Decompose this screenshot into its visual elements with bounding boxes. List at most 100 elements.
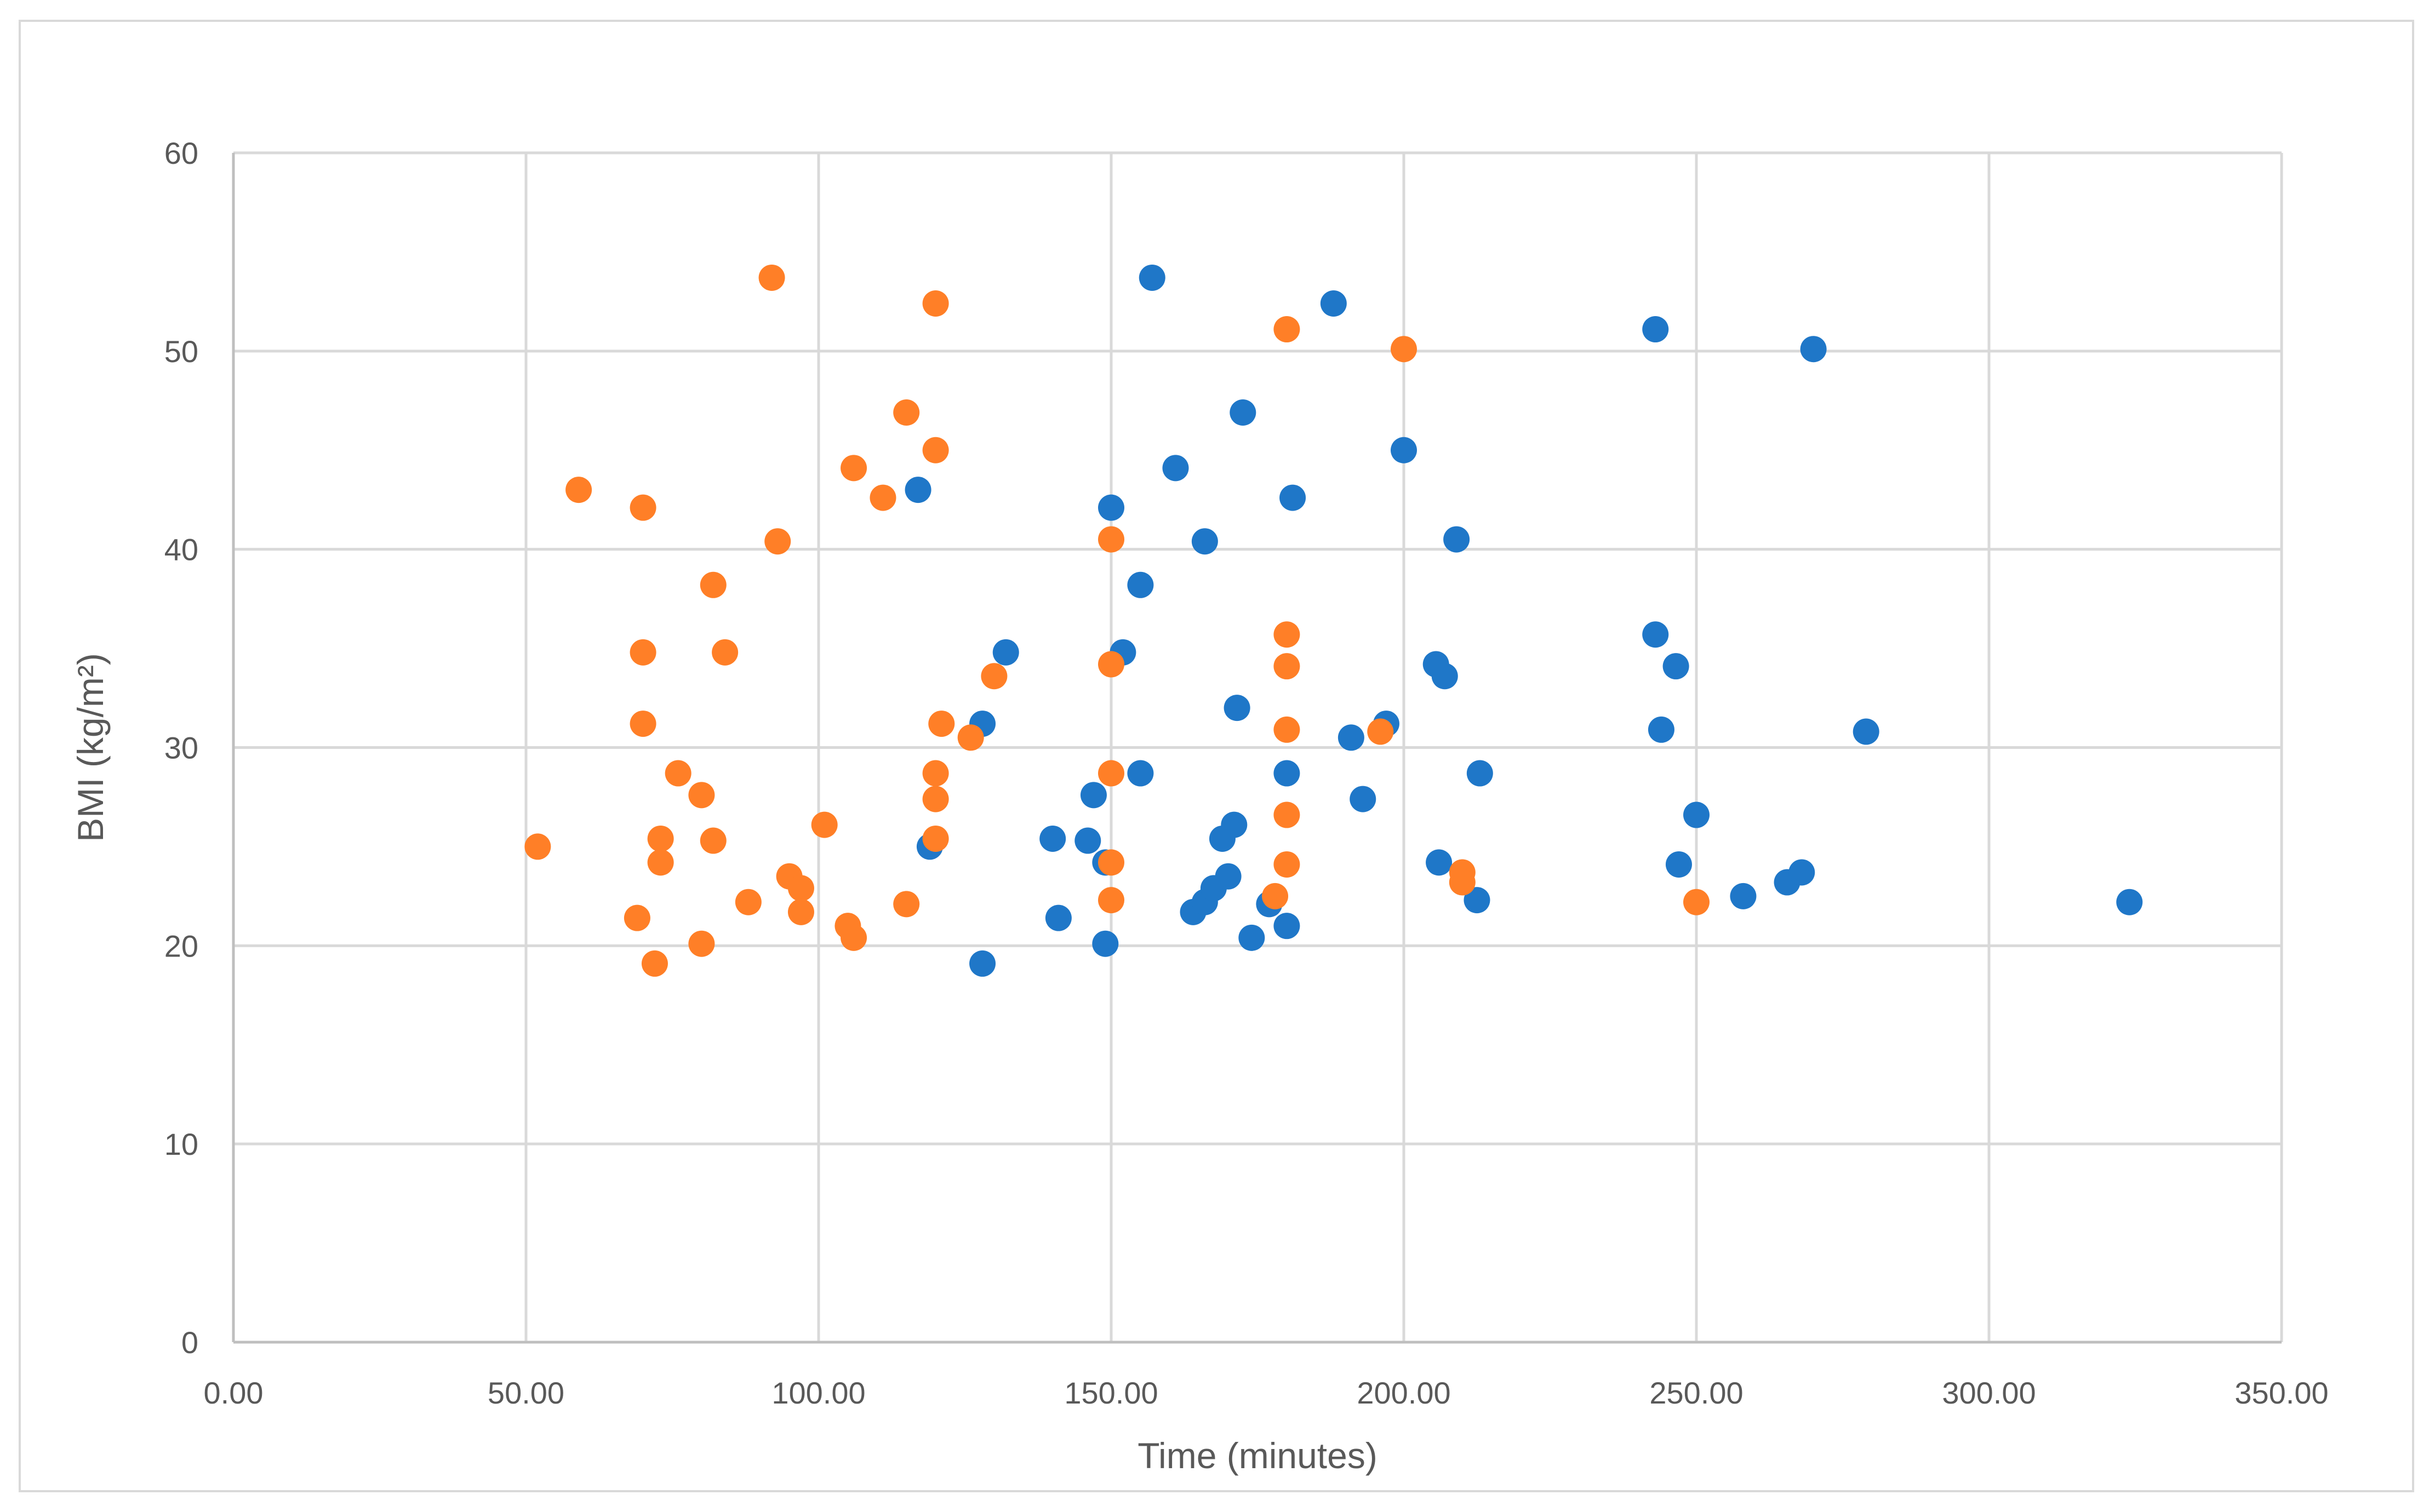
- data-point-series-1: [1230, 399, 1256, 426]
- y-tick-labels: 0 10 20 30 40 50 60: [164, 136, 198, 1360]
- data-point-series-1: [1466, 760, 1493, 787]
- data-point-series-1: [1648, 716, 1674, 743]
- data-point-series-1: [1665, 851, 1692, 878]
- data-point-series-2: [630, 639, 656, 666]
- data-point-series-1: [1683, 801, 1710, 828]
- data-point-series-2: [870, 484, 896, 511]
- data-point-series-2: [565, 477, 592, 503]
- y-tick-label: 60: [164, 136, 198, 170]
- data-point-series-2: [922, 825, 949, 852]
- data-point-series-1: [905, 477, 931, 503]
- data-point-series-1: [1800, 336, 1827, 363]
- x-axis-title: Time (minutes): [1138, 1435, 1377, 1476]
- data-point-series-1: [969, 950, 996, 977]
- y-tick-label: 50: [164, 334, 198, 369]
- y-tick-label: 40: [164, 532, 198, 567]
- data-point-series-2: [641, 950, 668, 977]
- data-point-series-2: [665, 760, 691, 787]
- data-point-series-2: [841, 924, 867, 951]
- data-point-series-1: [1320, 290, 1347, 317]
- data-point-series-2: [1098, 849, 1124, 876]
- data-point-series-2: [811, 811, 838, 838]
- data-point-series-1: [1431, 663, 1458, 690]
- data-point-series-2: [624, 904, 650, 931]
- data-point-series-2: [922, 760, 949, 787]
- x-tick-label: 0.00: [204, 1376, 264, 1410]
- data-point-series-2: [1273, 716, 1300, 743]
- data-point-series-1: [1215, 863, 1242, 890]
- data-point-series-2: [1098, 887, 1124, 914]
- data-point-series-2: [712, 639, 739, 666]
- data-point-series-2: [922, 786, 949, 812]
- data-point-series-1: [1730, 883, 1757, 909]
- data-point-series-2: [893, 399, 920, 426]
- data-point-series-1: [1191, 528, 1218, 555]
- data-point-series-1: [1098, 494, 1124, 521]
- data-points: [524, 264, 2143, 977]
- data-point-series-2: [647, 849, 674, 876]
- data-point-series-1: [1045, 904, 1072, 931]
- data-point-series-2: [1273, 851, 1300, 878]
- data-point-series-2: [1262, 883, 1289, 909]
- data-point-series-2: [928, 711, 955, 737]
- data-point-series-1: [1080, 782, 1107, 809]
- data-point-series-1: [1238, 924, 1265, 951]
- data-point-series-1: [1662, 653, 1689, 680]
- data-point-series-2: [1098, 651, 1124, 678]
- data-point-series-2: [1273, 621, 1300, 648]
- data-point-series-2: [735, 889, 762, 915]
- x-tick-label: 350.00: [2234, 1376, 2328, 1410]
- data-point-series-1: [1224, 695, 1250, 721]
- data-point-series-1: [1642, 621, 1669, 648]
- x-tick-label: 50.00: [488, 1376, 564, 1410]
- data-point-series-1: [1221, 811, 1248, 838]
- data-point-series-2: [1098, 760, 1124, 787]
- data-point-series-2: [630, 494, 656, 521]
- data-point-series-2: [893, 891, 920, 918]
- data-point-series-1: [1788, 859, 1815, 886]
- data-point-series-2: [1273, 316, 1300, 343]
- y-axis-title: BMI (kg/m²): [70, 653, 111, 842]
- data-point-series-2: [524, 833, 551, 860]
- data-point-series-1: [1162, 455, 1189, 482]
- data-point-series-2: [922, 290, 949, 317]
- data-point-series-2: [787, 898, 814, 925]
- data-point-series-1: [1391, 437, 1417, 463]
- data-point-series-2: [688, 782, 715, 809]
- data-point-series-2: [787, 875, 814, 902]
- axes: [232, 153, 2282, 1344]
- data-point-series-2: [647, 825, 674, 852]
- data-point-series-1: [1074, 827, 1101, 854]
- chart-frame: 0 10 20 30 40 50 60 0.00 50.00 100.00 150.00 200.0…: [19, 20, 2414, 1492]
- data-point-series-2: [981, 663, 1008, 690]
- y-tick-label: 10: [164, 1127, 198, 1161]
- y-tick-label: 20: [164, 929, 198, 963]
- data-point-series-2: [1098, 526, 1124, 553]
- data-point-series-2: [700, 571, 727, 598]
- data-point-series-1: [1139, 264, 1165, 291]
- data-point-series-2: [1449, 869, 1476, 896]
- y-tick-label: 30: [164, 731, 198, 765]
- data-point-series-1: [2116, 889, 2143, 915]
- data-point-series-1: [992, 639, 1019, 666]
- data-point-series-2: [957, 724, 984, 751]
- data-point-series-2: [1391, 336, 1417, 363]
- data-point-series-2: [688, 930, 715, 957]
- data-point-series-2: [764, 528, 791, 555]
- data-point-series-1: [1642, 316, 1669, 343]
- data-point-series-2: [1273, 653, 1300, 680]
- data-point-series-1: [1273, 913, 1300, 940]
- data-point-series-2: [1273, 801, 1300, 828]
- data-point-series-1: [1426, 849, 1453, 876]
- data-point-series-2: [922, 437, 949, 463]
- data-point-series-1: [1464, 887, 1490, 914]
- data-point-series-2: [630, 711, 656, 737]
- data-point-series-1: [1337, 724, 1364, 751]
- x-tick-label: 250.00: [1649, 1376, 1743, 1410]
- data-point-series-2: [1683, 889, 1710, 915]
- x-tick-labels: 0.00 50.00 100.00 150.00 200.00 250.00 300.00 3…: [204, 1376, 2329, 1410]
- data-point-series-1: [1279, 484, 1306, 511]
- scatter-chart: 0 10 20 30 40 50 60 0.00 50.00 100.00 150.00 200.0…: [70, 136, 2329, 1476]
- y-tick-label: 0: [181, 1325, 198, 1360]
- data-point-series-2: [1367, 718, 1394, 745]
